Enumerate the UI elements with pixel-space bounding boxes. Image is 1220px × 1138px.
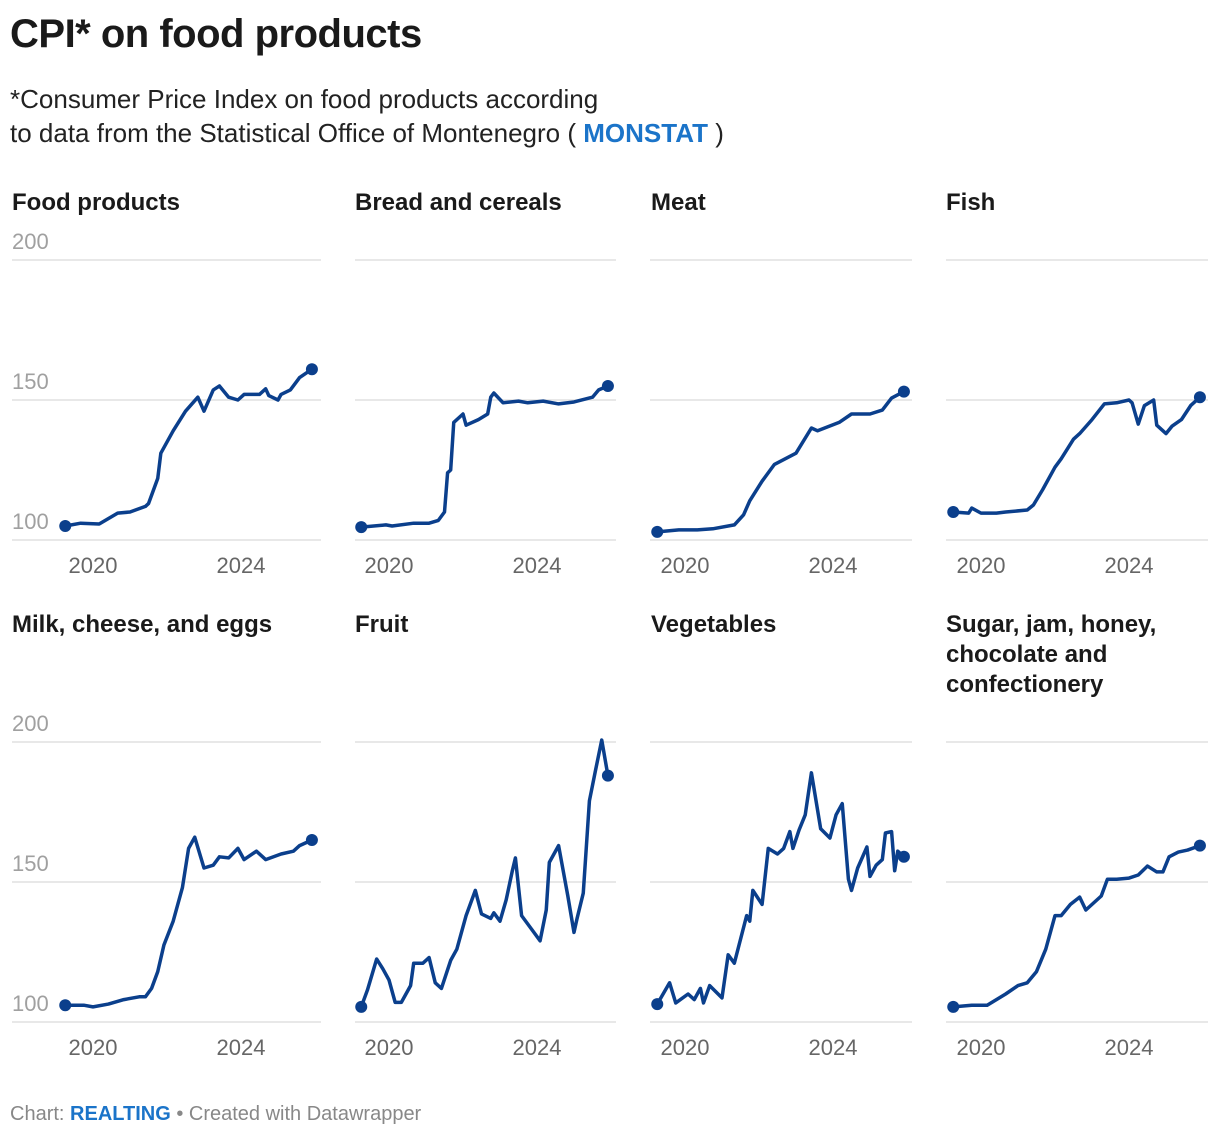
series-line [359, 384, 610, 529]
footer-prefix: Chart: [10, 1103, 65, 1125]
end-point-marker [897, 850, 910, 863]
monstat-link[interactable]: MONSTAT [583, 118, 708, 148]
end-point-marker [305, 363, 318, 376]
start-point-marker [651, 525, 664, 538]
x-tick-label: 2020 [364, 1035, 414, 1060]
x-tick-label: 2024 [1104, 1035, 1154, 1060]
y-tick-label: 200 [12, 711, 49, 736]
x-tick-label: 2020 [364, 553, 414, 578]
x-tick-label: 2024 [216, 1035, 266, 1060]
footer-brand-link[interactable]: REALTING [70, 1103, 171, 1125]
footer: Chart: REALTING • Created with Datawrapp… [10, 1103, 421, 1126]
x-tick-label: 2020 [956, 553, 1006, 578]
x-tick-label: 2024 [808, 1035, 858, 1060]
panel-title-meat: Meat [651, 189, 706, 216]
start-point-marker [651, 998, 664, 1011]
start-point-marker [355, 521, 368, 534]
series-line [63, 835, 314, 1009]
start-point-marker [947, 1000, 960, 1013]
subtitle-line-1: *Consumer Price Index on food products a… [10, 84, 599, 114]
x-tick-label: 2020 [660, 1035, 710, 1060]
x-tick-label: 2020 [68, 1035, 118, 1060]
footer-suffix: • Created with Datawrapper [176, 1103, 422, 1125]
x-tick-label: 2024 [216, 553, 266, 578]
end-point-marker [601, 380, 614, 392]
x-tick-label: 2024 [1104, 553, 1154, 578]
x-tick-label: 2024 [512, 553, 562, 578]
end-point-marker [1193, 391, 1206, 404]
end-point-marker [897, 385, 910, 398]
x-tick-label: 2024 [512, 1035, 562, 1060]
series-line [951, 395, 1202, 515]
chart-subtitle: *Consumer Price Index on food products a… [10, 82, 724, 150]
series-line [63, 367, 314, 528]
series-line [951, 843, 1202, 1009]
panel-title-vegetables: Vegetables [651, 611, 777, 638]
start-point-marker [59, 999, 72, 1012]
end-point-marker [601, 769, 614, 782]
x-tick-label: 2024 [808, 553, 858, 578]
end-point-marker [1193, 839, 1206, 852]
chart-title: CPI* on food products [10, 12, 422, 56]
y-tick-label: 200 [12, 229, 49, 254]
x-tick-label: 2020 [956, 1035, 1006, 1060]
panel-title-milk: Milk, cheese, and eggs [12, 611, 273, 638]
series-line [655, 771, 906, 1006]
y-tick-label: 150 [12, 369, 49, 394]
panel-title-fruit: Fruit [355, 611, 409, 638]
y-tick-label: 100 [12, 509, 49, 534]
series-line [655, 389, 906, 534]
x-tick-label: 2020 [68, 553, 118, 578]
subtitle-text: to data from the Statistical Office of M… [10, 118, 577, 148]
subtitle-end: ) [715, 118, 724, 148]
panel-title-fish: Fish [946, 189, 996, 216]
start-point-marker [59, 520, 72, 532]
start-point-marker [355, 1000, 368, 1013]
y-tick-label: 150 [12, 851, 49, 876]
x-tick-label: 2020 [660, 553, 710, 578]
panel-title-food-products: Food products [12, 189, 180, 216]
y-tick-label: 100 [12, 991, 49, 1016]
end-point-marker [305, 834, 318, 846]
panel-title-sugar: Sugar, jam, honey, chocolate and confect… [946, 611, 1157, 698]
start-point-marker [947, 506, 960, 518]
panel-title-bread-cereals: Bread and cereals [355, 189, 562, 216]
subtitle-line-2: to data from the Statistical Office of M… [10, 116, 724, 150]
series-line [359, 738, 610, 1009]
